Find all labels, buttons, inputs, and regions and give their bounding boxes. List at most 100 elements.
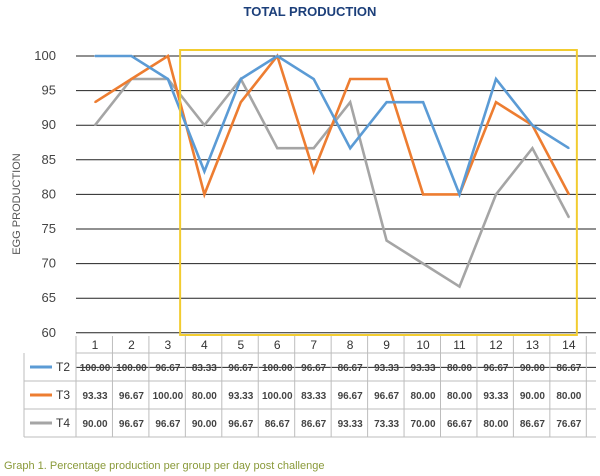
- table-cell: 100.00: [262, 363, 293, 374]
- table-cell: 80.00: [411, 391, 436, 402]
- series-line-t3: [94, 53, 571, 199]
- data-point-t3: [349, 78, 351, 80]
- table-cell: 93.33: [483, 391, 508, 402]
- table-cell: 90.00: [520, 363, 545, 374]
- table-cell: 80.00: [483, 419, 508, 430]
- y-tick-label: 95: [42, 83, 56, 98]
- data-point-t4: [422, 262, 424, 265]
- table-cell: 96.67: [228, 363, 253, 374]
- table-cell: 96.67: [155, 363, 180, 374]
- series-lines: [93, 53, 571, 289]
- gridlines: [76, 55, 596, 368]
- y-tick-label: 75: [42, 221, 56, 236]
- legend-label-t2: T2: [56, 360, 70, 374]
- table-cell: 86.67: [301, 419, 326, 430]
- table-cell: 100.00: [116, 363, 147, 374]
- x-tick-label: 2: [128, 338, 135, 352]
- legend-label-t4: T4: [56, 416, 70, 430]
- y-tick-label: 80: [42, 186, 56, 201]
- x-tick-label: 12: [489, 338, 503, 352]
- highlight-box: [179, 49, 578, 336]
- table-cell: 80.00: [556, 391, 581, 402]
- table-cell: 93.33: [374, 363, 399, 374]
- chart-title: TOTAL PRODUCTION: [244, 4, 377, 19]
- table-cell: 96.67: [228, 419, 253, 430]
- data-point-t2: [276, 55, 279, 57]
- x-tick-label: 7: [310, 338, 317, 352]
- table-cell: 70.00: [411, 419, 436, 430]
- table-cell: 93.33: [228, 391, 253, 402]
- table-cell: 83.33: [192, 363, 217, 374]
- data-point-t3: [167, 55, 169, 57]
- data-point-t3: [240, 101, 242, 103]
- data-point-t2: [240, 78, 242, 80]
- table-cell: 100.00: [153, 391, 184, 402]
- table-cell: 73.33: [374, 419, 399, 430]
- data-point-t2: [458, 193, 461, 196]
- data-point-t3: [312, 170, 315, 173]
- y-tick-label: 65: [42, 290, 56, 305]
- table-cell: 80.00: [447, 363, 472, 374]
- table-cell: 100.00: [262, 391, 293, 402]
- data-point-t3: [203, 193, 206, 196]
- table-cell: 96.67: [119, 391, 144, 402]
- chart-caption: Graph 1. Percentage production per group…: [4, 460, 324, 472]
- data-point-t4: [94, 124, 96, 126]
- table-cell: 93.33: [338, 419, 363, 430]
- table-cell: 80.00: [192, 391, 217, 402]
- data-point-t4: [495, 193, 497, 196]
- table-cell: 90.00: [82, 419, 107, 430]
- table-cell: 90.00: [520, 391, 545, 402]
- table-cell: 86.67: [265, 419, 290, 430]
- x-tick-label: 9: [383, 338, 390, 352]
- x-tick-label: 1: [92, 338, 99, 352]
- x-tick-label: 10: [416, 338, 430, 352]
- table-cell: 86.67: [556, 363, 581, 374]
- x-tick-label: 5: [237, 338, 244, 352]
- x-tick-label: 11: [453, 338, 466, 352]
- table-cell: 96.67: [119, 419, 144, 430]
- data-point-t4: [203, 124, 206, 126]
- data-point-t2: [312, 78, 315, 80]
- data-point-t4: [568, 216, 570, 219]
- x-tick-label: 4: [201, 338, 208, 352]
- data-point-t2: [495, 78, 497, 80]
- y-axis-label: EGG PRODUCTION: [11, 153, 23, 255]
- data-point-t2: [385, 101, 388, 103]
- table-cell: 80.00: [447, 391, 472, 402]
- table-cell: 96.67: [301, 363, 326, 374]
- table-cell: 96.67: [374, 391, 399, 402]
- legend-label-t3: T3: [56, 388, 70, 402]
- table-cell: 76.67: [556, 419, 581, 430]
- data-point-t2: [568, 147, 570, 150]
- data-point-t2: [130, 55, 133, 57]
- x-tick-label: 14: [562, 338, 576, 352]
- table-cell: 86.67: [338, 363, 363, 374]
- data-point-t4: [458, 285, 461, 288]
- table-cell: 90.00: [192, 419, 217, 430]
- y-tick-labels: 60 65 70 75 80 85 90 95 100: [34, 48, 56, 340]
- data-point-t2: [531, 124, 534, 126]
- data-point-t2: [167, 78, 169, 80]
- table-cell: 96.67: [338, 391, 363, 402]
- data-point-t2: [203, 170, 206, 173]
- table-cell: 96.67: [155, 419, 180, 430]
- table-cell: 86.67: [520, 419, 545, 430]
- table-cell: 96.67: [483, 363, 508, 374]
- y-tick-label: 100: [34, 48, 56, 63]
- data-point-t2: [422, 101, 424, 103]
- data-point-t2: [349, 147, 351, 150]
- data-point-t4: [385, 239, 388, 242]
- table-cell: 66.67: [447, 419, 472, 430]
- data-point-t4: [276, 147, 279, 150]
- data-point-t3: [385, 78, 388, 80]
- table-cell: 83.33: [301, 391, 326, 402]
- data-point-t4: [531, 147, 534, 150]
- data-point-t3: [422, 193, 424, 196]
- data-point-t2: [94, 55, 96, 57]
- data-point-t4: [349, 101, 351, 103]
- y-tick-label: 85: [42, 152, 56, 167]
- data-point-t3: [94, 101, 96, 103]
